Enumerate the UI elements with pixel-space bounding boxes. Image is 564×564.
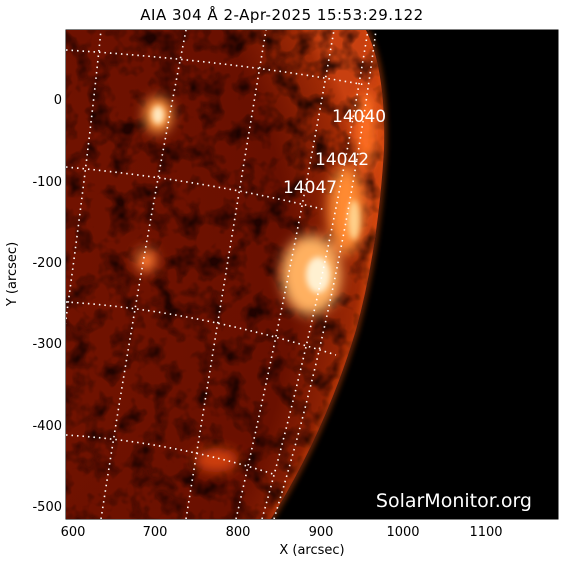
ar-label: 14042 (315, 150, 369, 170)
y-tick-label: 0 (54, 93, 62, 108)
y-tick-label: -100 (32, 175, 62, 190)
solarmonitor-watermark: SolarMonitor.org (376, 490, 532, 512)
heliographic-grid (66, 30, 377, 519)
x-tick-label: 800 (226, 525, 251, 540)
y-axis: 0 -100 -200 -300 -400 -500 Y (arcsec) (5, 93, 73, 515)
ar-label: 14047 (283, 178, 337, 198)
ar-label: 14040 (332, 107, 386, 127)
y-tick-label: -500 (32, 500, 62, 515)
y-tick-label: -300 (32, 337, 62, 352)
y-tick-label: -200 (32, 256, 62, 271)
x-tick-label: 600 (61, 525, 86, 540)
active-region-cores (152, 106, 360, 293)
y-tick-label: -400 (32, 419, 62, 434)
x-tick-label: 700 (143, 525, 168, 540)
y-axis-title: Y (arcsec) (5, 242, 20, 307)
x-axis: 600 700 800 900 1000 1100 X (arcsec) (61, 512, 503, 558)
limb-glow (268, 30, 387, 519)
x-tick-label: 1100 (469, 525, 502, 540)
x-tick-label: 900 (309, 525, 334, 540)
solar-image: 14040 14042 14047 SolarMonitor.org (66, 30, 558, 519)
image-title: AIA 304 Å 2-Apr-2025 15:53:29.122 (140, 6, 424, 24)
x-tick-label: 1000 (386, 525, 419, 540)
x-axis-title: X (arcsec) (279, 543, 344, 558)
